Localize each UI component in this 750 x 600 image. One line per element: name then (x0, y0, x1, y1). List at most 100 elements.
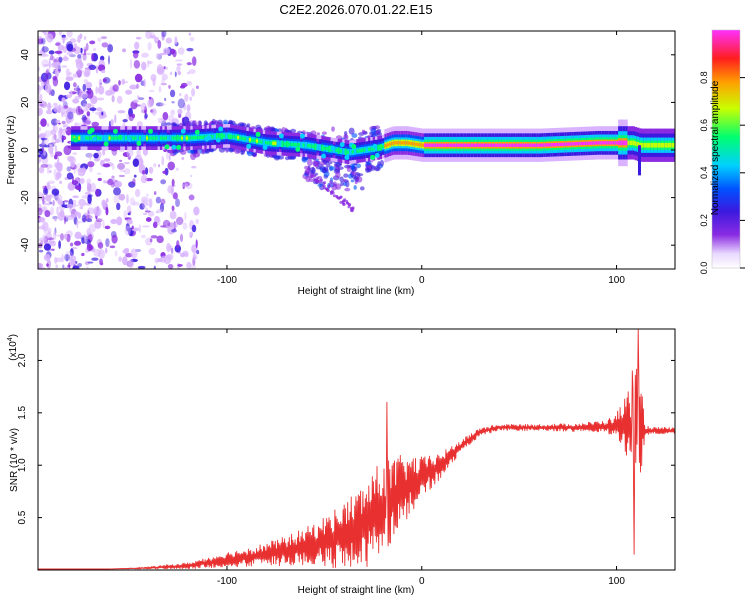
snr-multiplier-exp: 4 (7, 337, 14, 341)
spectrogram-band-cell (309, 144, 313, 148)
colorbar-frame (711, 29, 741, 269)
spectrogram-band-cell (339, 149, 343, 153)
spectrogram-band-cell (627, 140, 631, 146)
spectrogram-speckle (116, 95, 123, 104)
spectrogram-x-axis-label: Height of straight line (km) (298, 286, 415, 297)
spectrogram-speckle (111, 163, 115, 170)
spectrogram-speckle (53, 105, 60, 113)
spectrogram-speckle (54, 145, 58, 154)
spectrogram-speckle (40, 163, 49, 168)
spectrogram-band-blob (206, 135, 212, 141)
spectrogram-speckle (74, 231, 82, 240)
spectrogram-band-cell (386, 143, 390, 147)
spectrogram-band-cell (646, 142, 649, 148)
spectrogram-y-ticks: -40 -20 0 20 40 (20, 49, 675, 252)
spectrogram-speckle (156, 67, 165, 75)
spectrogram-cloud (306, 159, 313, 166)
spectrogram-speckle (164, 97, 167, 102)
spectrogram-speckle (100, 36, 108, 40)
spectrogram-band-cell (316, 145, 320, 149)
spectrogram-band-cell (519, 143, 523, 147)
spectrogram-speckle (123, 209, 128, 219)
spectrogram-band-cell (351, 150, 355, 154)
spectrogram-band-cell (660, 142, 663, 148)
spectrogram-speckle (78, 90, 82, 98)
spectrogram-speckle (60, 233, 64, 241)
spectrogram-speckle (136, 83, 139, 89)
spectrogram-speckle (54, 176, 60, 181)
spectrogram-band-cell (136, 136, 140, 140)
spectrogram-speckle (95, 86, 99, 94)
spectrogram-speckle (70, 108, 78, 114)
spectrogram-speckle (67, 111, 74, 120)
spectrogram-speckle (186, 261, 192, 269)
spectrogram-speckle (89, 40, 96, 45)
spectrogram-speckle (134, 73, 143, 83)
spectrogram-speckle (53, 102, 58, 106)
spectrogram-speckle (101, 199, 107, 208)
spectrogram-speckle (72, 152, 77, 156)
spectrogram-band-cell (396, 141, 399, 145)
spectrogram-speckle (142, 212, 148, 215)
spectrogram-band-cell (650, 142, 654, 148)
spectrogram-speckle (101, 111, 104, 116)
spectrogram-band-cell (260, 140, 264, 144)
spectrogram-band-cell (197, 135, 200, 140)
spectrogram-band-blob (295, 146, 301, 152)
spectrogram-band-cell (152, 136, 156, 140)
spectrogram-speckle (99, 55, 105, 61)
spectrogram-band-cell (620, 140, 624, 146)
spectrogram-speckle (176, 65, 181, 73)
snr-x-ticks: -100 0 100 (217, 329, 625, 587)
spectrogram-band-blob (227, 134, 233, 140)
spectrogram-speckle (105, 198, 109, 203)
spectrogram-speckle (104, 225, 111, 230)
spectrogram-band-cell (187, 136, 191, 140)
spectrogram-speckle (126, 193, 129, 204)
spectrogram-speckle (57, 44, 65, 51)
spectrogram-band-cell (183, 136, 186, 140)
spectrogram-speckle (186, 71, 190, 75)
spectrogram-speckle (62, 128, 68, 132)
spectrogram-band-cell (297, 143, 301, 147)
spectrogram-band-cell (185, 136, 189, 140)
spectrogram-speckle (55, 119, 61, 124)
spectrogram-speckle (56, 206, 59, 215)
spectrogram-band-cell (302, 143, 306, 147)
spectrogram-speckle (161, 73, 168, 81)
spectrogram-band-cell (657, 142, 661, 148)
spectrogram-band-cell (599, 141, 603, 145)
colorbar-ticks: 0.0 0.2 0.4 0.6 0.8 (699, 71, 745, 274)
spectrogram-speckle (63, 145, 72, 156)
spectrogram-speckle (82, 83, 87, 92)
spectrogram-streak (338, 196, 342, 200)
spectrogram-band-cell (571, 142, 574, 146)
spectrogram-speckle (63, 105, 69, 109)
spectrogram-band-blob (215, 137, 221, 143)
spectrogram-band-cell (166, 136, 170, 140)
spectrogram-streak (313, 174, 317, 178)
spectrogram-band-blob (279, 133, 285, 139)
spectrogram-speckle (147, 60, 153, 65)
spectrogram-band-cell (407, 141, 411, 145)
spectrogram-speckle (119, 169, 126, 173)
spectrogram-band-cell (255, 139, 259, 143)
spectrogram-band-cell (363, 148, 366, 152)
spectrogram-speckle (85, 120, 91, 123)
spectrogram-speckle (126, 205, 132, 215)
spectrogram-speckle (45, 70, 49, 79)
spectrogram-band-cell (557, 142, 560, 147)
spectrogram-speckle (44, 136, 49, 145)
spectrogram-band-cell (220, 134, 224, 138)
spectrogram-speckle (136, 95, 140, 99)
spectrogram-speckle (78, 167, 87, 173)
spectrogram-band-blob (339, 142, 345, 148)
spectrogram-band-cell (636, 141, 640, 147)
spectrogram-band-cell (414, 142, 418, 146)
spectrogram-speckle (67, 71, 73, 76)
spectrogram-speckle (64, 253, 71, 262)
spectrogram-band-cell (239, 136, 243, 140)
spectrogram-speckle (77, 262, 83, 268)
spectrogram-band-cell (459, 143, 462, 147)
spectrogram-cloud (342, 181, 348, 186)
